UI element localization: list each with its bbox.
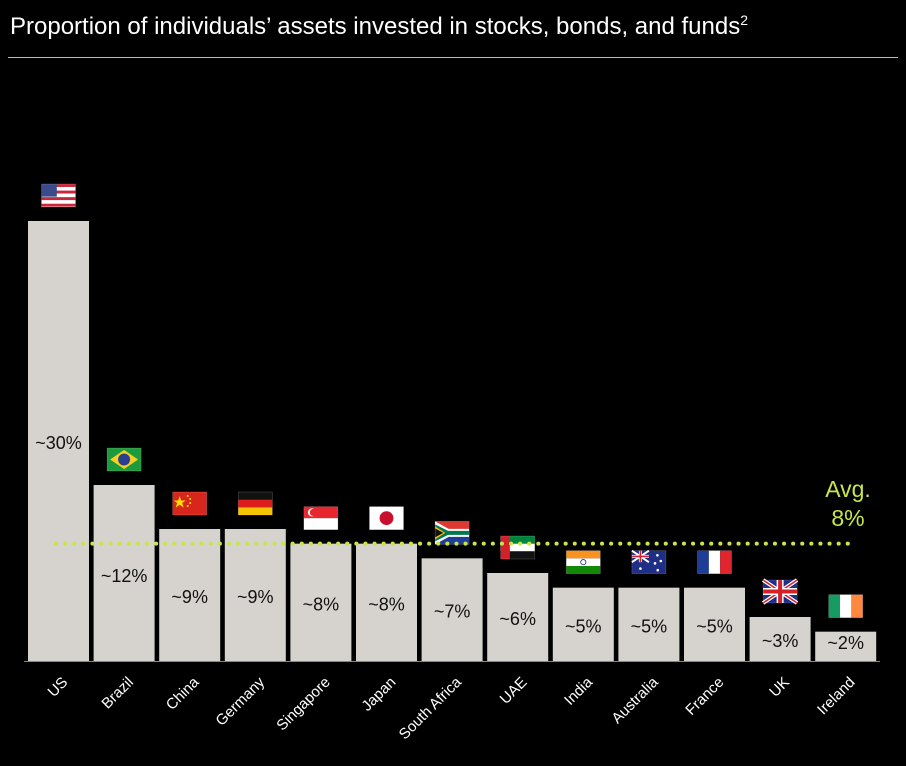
category-label: Australia (608, 673, 662, 727)
france-flag-icon (697, 550, 732, 574)
bar-australia (618, 587, 680, 661)
singapore-flag-icon (303, 506, 339, 530)
avg-label-line1: Avg. (825, 476, 871, 502)
japan-flag-icon (369, 506, 404, 530)
category-label: UK (766, 674, 793, 701)
value-label: ~5% (565, 616, 602, 636)
avg-label-line2: 8% (831, 505, 865, 531)
category-label: US (45, 674, 72, 701)
category-label: Singapore (273, 674, 333, 734)
category-label: Brazil (98, 674, 137, 713)
category-label: France (682, 674, 727, 719)
australia-flag-icon (631, 549, 667, 574)
south-africa-flag-icon (434, 521, 470, 545)
value-label: ~8% (368, 594, 405, 614)
china-flag-icon (172, 491, 207, 516)
us-flag-icon (41, 183, 76, 208)
title-footnote: 2 (740, 12, 748, 28)
bar-china (159, 529, 221, 661)
category-label: UAE (497, 674, 531, 708)
india-flag-icon (565, 550, 601, 574)
value-label: ~30% (35, 433, 82, 453)
value-label: ~8% (303, 594, 340, 614)
brazil-flag-icon (106, 447, 142, 472)
chart-title: Proportion of individuals’ assets invest… (10, 12, 748, 41)
value-label: ~9% (171, 587, 208, 607)
bar-south-africa (421, 558, 483, 661)
value-label: ~6% (499, 609, 536, 629)
avg-label: Avg. 8% (808, 475, 888, 533)
category-label: China (163, 673, 203, 713)
category-label: South Africa (396, 673, 466, 743)
bar-india (552, 587, 614, 661)
bar-singapore (290, 543, 352, 661)
chart-title-text: Proportion of individuals’ assets invest… (10, 13, 741, 40)
bar-us (28, 221, 89, 661)
category-label: Germany (212, 673, 268, 729)
bar-brazil (93, 485, 155, 661)
uae-flag-icon (500, 535, 536, 560)
ireland-flag-icon (828, 594, 864, 618)
bar-germany (224, 529, 286, 661)
bar-france (684, 587, 745, 661)
value-label: ~3% (762, 631, 799, 651)
bar-japan (356, 543, 417, 661)
category-label: Japan (358, 674, 399, 715)
category-label: Ireland (814, 674, 858, 718)
bar-uae (487, 573, 549, 661)
title-rule (8, 57, 898, 58)
value-label: ~12% (101, 566, 148, 586)
value-label: ~7% (434, 602, 471, 622)
bar-uk (749, 617, 811, 661)
value-label: ~2% (827, 633, 864, 653)
bar-ireland (815, 631, 877, 661)
value-label: ~5% (696, 616, 733, 636)
uk-flag-icon (761, 578, 799, 605)
value-label: ~5% (631, 616, 668, 636)
germany-flag-icon (238, 491, 273, 516)
category-label: India (561, 673, 596, 708)
value-label: ~9% (237, 587, 274, 607)
